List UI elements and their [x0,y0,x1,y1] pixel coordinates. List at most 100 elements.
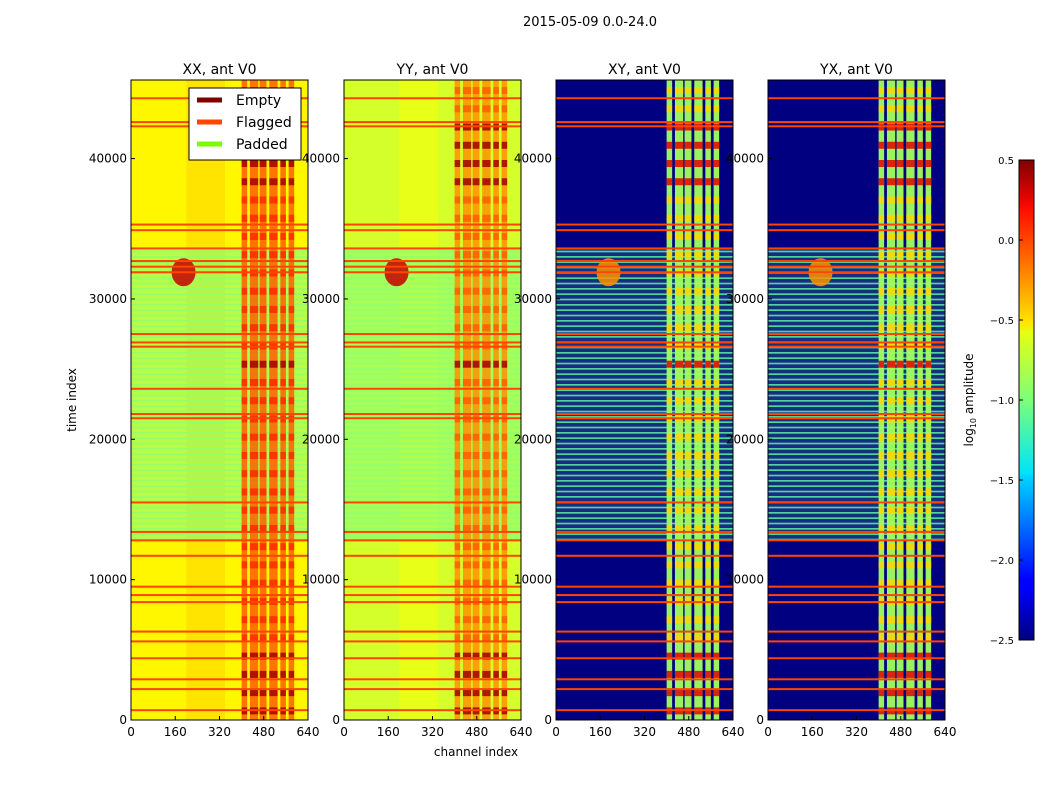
band-cell [674,287,684,295]
band-cell [925,652,932,660]
band-cell [925,524,932,532]
band-cell [705,251,711,259]
band-cell [241,689,248,697]
padded-row [131,405,308,408]
padded-row [344,405,521,408]
padded-row [131,378,308,381]
padded-row [344,394,521,397]
band-cell [249,652,259,660]
band-cell [878,670,885,678]
padded-row [768,464,945,466]
band-cell [694,214,703,222]
band-cell [249,397,259,405]
flagged-row [768,554,945,557]
band-cell [462,488,472,496]
padded-row [556,432,733,434]
y-tick-label: 0 [756,713,764,727]
band-cell [269,397,278,405]
flagged-row [556,554,733,557]
band-cell [705,524,711,532]
band-cell [241,616,248,624]
band-cell [241,378,248,386]
band-cell [925,251,932,259]
flagged-row [768,640,945,643]
band-cell [694,105,703,113]
band-cell [896,543,904,551]
band-cell [917,488,923,496]
padded-row [344,453,521,456]
band-cell [241,433,248,441]
padded-row [768,432,945,434]
band-cell [472,579,480,587]
padded-row [556,533,733,536]
flagged-row [768,265,945,268]
band-cell [259,287,267,295]
band-cell [878,105,885,113]
padded-row [344,336,521,338]
band-cell [896,232,904,240]
padded-row [768,480,945,482]
flagged-row [556,594,733,597]
padded-row [556,416,733,418]
flagged-row [344,260,521,263]
band-cell [917,214,923,222]
band-cell [705,652,711,660]
band-cell [917,87,923,95]
band-cell [288,689,295,697]
band-cell [886,287,896,295]
band-cell [694,141,703,149]
band-cell [878,397,885,405]
band-cell [666,689,673,697]
band-cell [501,634,508,642]
padded-row [131,357,308,360]
band-cell [269,196,278,204]
band-cell [684,433,692,441]
band-cell [886,196,896,204]
band-cell [925,470,932,478]
band-cell [501,87,508,95]
band-cell [917,524,923,532]
band-cell [906,251,915,259]
band-cell [684,251,692,259]
flagged-row [131,501,308,504]
band-cell [493,470,499,478]
band-cell [917,378,923,386]
band-cell [482,87,491,95]
padded-row [768,314,945,317]
band-cell [694,324,703,332]
band-cell [472,378,480,386]
band-cell [705,470,711,478]
padded-row [556,485,733,488]
band-cell [666,305,673,313]
band-cell [694,524,703,532]
band-cell [501,305,508,313]
y-tick-label: 20000 [514,432,552,446]
band-cell [472,232,480,240]
band-cell [674,196,684,204]
padded-row [768,288,945,290]
padded-row [344,474,521,477]
band-cell [917,232,923,240]
band-cell [269,287,278,295]
band-cell [472,160,480,168]
band-cell [462,214,472,222]
band-cell [694,670,703,678]
band-cell [462,251,472,259]
band-cell [694,251,703,259]
padded-row [344,533,521,536]
padded-row [768,416,945,418]
band-cell [666,652,673,660]
band-cell [694,196,703,204]
padded-row [131,464,308,466]
band-cell [280,451,286,459]
padded-row [556,261,733,264]
panels: XX, ant V0 0 160 320 480 640 0 10000 20000 30000 4… [89,62,957,739]
padded-row [556,325,733,328]
band-cell [896,634,904,642]
padded-row [131,410,308,413]
band-cell [906,488,915,496]
band-cell [501,214,508,222]
padded-row [344,437,521,440]
padded-row [768,474,945,477]
padded-row [131,496,308,498]
